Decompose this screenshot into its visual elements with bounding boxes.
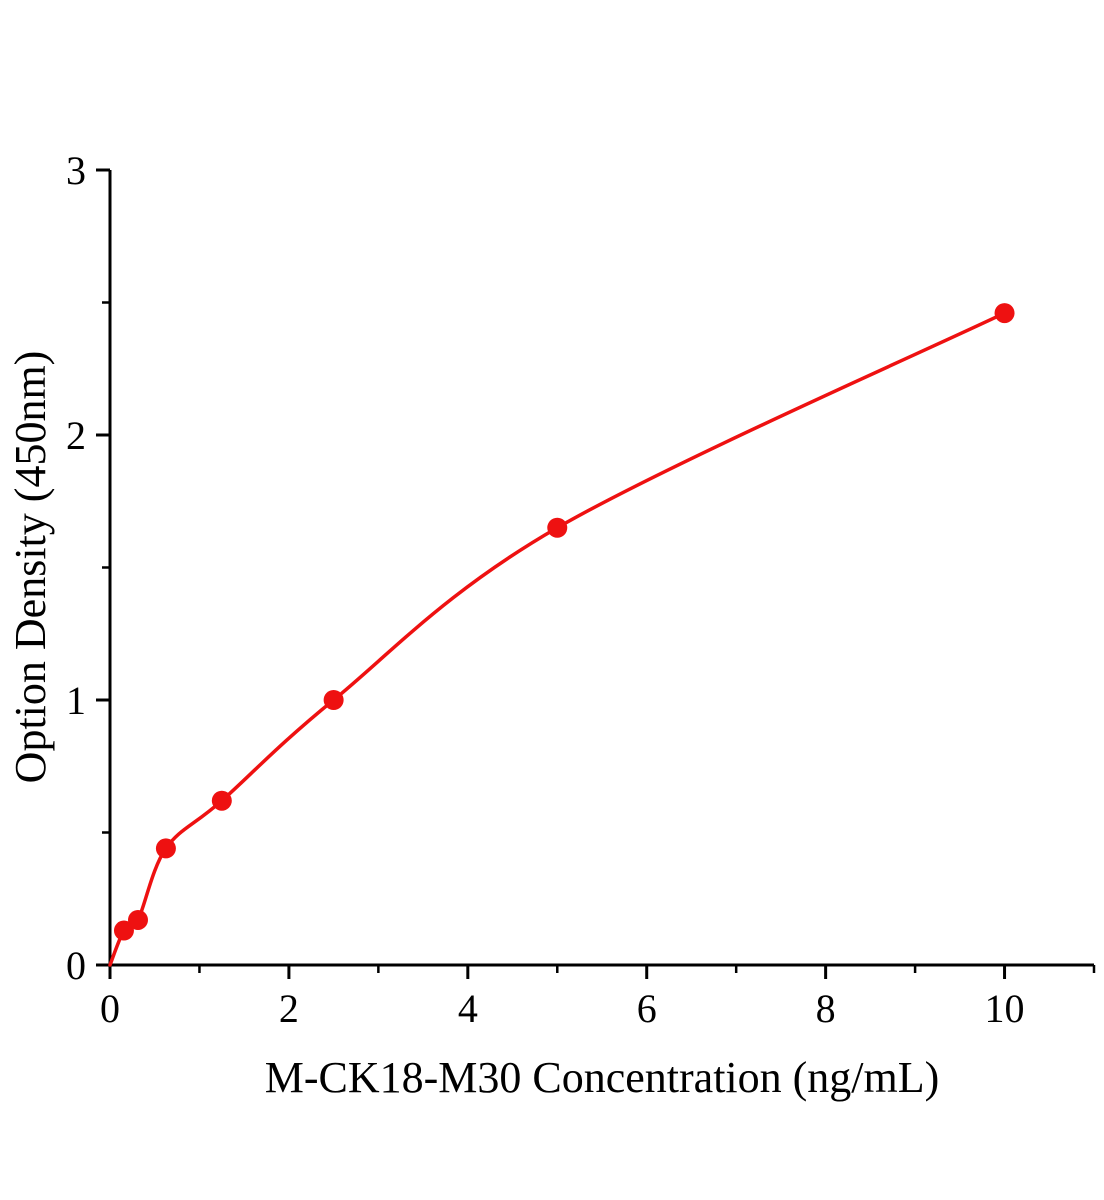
x-axis-title: M-CK18-M30 Concentration (ng/mL) (265, 1053, 940, 1102)
data-point (211, 790, 232, 811)
plot-area: 0 2 4 6 8 10 0 1 2 3 (66, 148, 1096, 1031)
y-axis-title: Option Density (450nm) (6, 351, 55, 784)
y-tick-label: 2 (66, 413, 86, 458)
y-tick-label: 3 (66, 148, 86, 193)
data-point (127, 909, 148, 930)
data-point (547, 517, 568, 538)
y-tick-label: 1 (66, 678, 86, 723)
data-point (155, 838, 176, 859)
data-point (113, 920, 134, 941)
fit-curve (108, 311, 1007, 967)
x-tick-label: 2 (279, 986, 299, 1031)
x-tick-label: 10 (985, 986, 1025, 1031)
x-tick-label: 4 (458, 986, 478, 1031)
y-tick-label: 0 (66, 943, 86, 988)
x-tick-label: 6 (637, 986, 657, 1031)
x-tick-label: 8 (816, 986, 836, 1031)
data-point (323, 690, 344, 710)
x-tick-label: 0 (100, 986, 120, 1031)
data-point (994, 303, 1015, 324)
